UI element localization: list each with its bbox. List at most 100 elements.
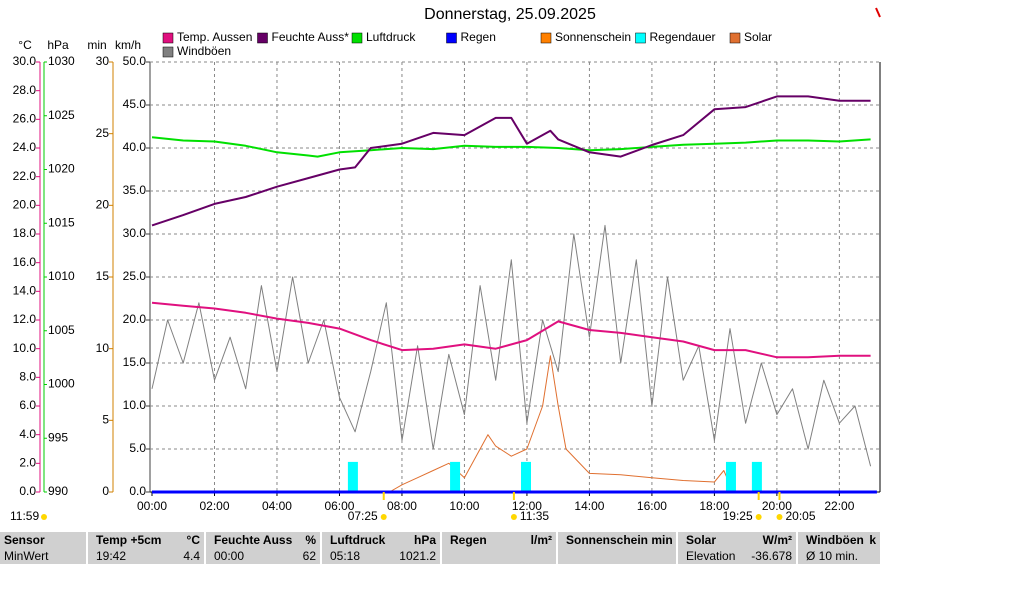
y-axis-title: hPa [47,38,69,52]
table-cell: Feuchte Auss% [206,532,320,548]
table-cell: Solar W/m² [678,532,796,548]
legend-label: Regen [461,30,496,44]
table-cell: Ø 10 min. [798,548,880,564]
table-text: 4.4 [183,549,200,563]
y-tick-label: 15.0 [123,355,147,369]
series-line [151,95,871,227]
legend-swatch [635,32,646,44]
legend-label: Windböen [177,44,231,58]
y-axis-title: °C [18,38,32,52]
table-text: Windböen [806,533,864,547]
sun-icon [510,514,517,520]
legend-label: Sonnenschein [555,30,631,44]
y-tick-label: 8.0 [19,370,36,384]
y-tick-label: 20.0 [13,198,37,212]
y-tick-label: 50.0 [123,54,147,68]
x-tick-label: 08:00 [387,499,417,513]
y-tick-label: 990 [48,484,68,498]
x-tick-label: 10:00 [449,499,479,513]
table-cell: 19:42 4.4 [88,548,204,564]
table-text: -36.678 [751,549,792,563]
rain-duration-bar [450,461,461,492]
y-tick-label: 22.0 [13,169,37,183]
table-cell: Sensor [0,532,86,548]
y-tick-label: 40.0 [123,140,147,154]
legend-swatch [446,32,457,44]
summary-table: Sensor Temp +5cm °C Feuchte Auss% Luftdruck h… [0,530,880,564]
y-tick-label: 45.0 [123,97,147,111]
y-tick-label: 16.0 [13,255,37,269]
sun-icon [776,514,783,520]
table-text: Solar [686,533,717,547]
table-text: Feuchte Auss [214,533,293,547]
chart-title: Donnerstag, 25.09.2025 [424,6,596,23]
table-text: Temp +5cm [96,533,162,547]
y-tick-label: 20.0 [123,312,147,326]
y-tick-label: 26.0 [13,112,37,126]
y-tick-label: 25.0 [123,269,147,283]
x-tick-label: 02:00 [199,499,229,513]
legend-swatch [162,32,174,44]
y-tick-label: 30 [96,54,110,68]
y-tick-label: 1010 [48,269,75,283]
status-mark [875,7,881,18]
y-tick-label: 25 [96,126,110,140]
table-cell: 00:00 62 [206,548,320,564]
x-tick-label: 22:00 [824,499,854,513]
rain-duration-bar [725,461,736,492]
table-cell [558,548,676,564]
series-line [151,136,871,158]
y-tick-label: 5 [102,413,109,427]
y-tick-label: 1030 [48,54,75,68]
series-line [151,224,872,467]
series-line [152,355,871,493]
rain-duration-bar [520,461,531,492]
y-tick-label: 1015 [48,215,75,229]
legend-swatch [540,32,552,44]
table-cell: Elevation -36.678 [678,548,796,564]
x-tick-label: 20:00 [762,499,792,513]
table-text: Sonnenschein min [566,533,673,547]
series-line [151,301,871,359]
x-tick-label: 06:00 [324,499,354,513]
y-tick-label: 28.0 [13,83,37,97]
sun-time: 20:05 [785,509,815,523]
table-text: 19:42 [96,549,127,563]
table-text: 05:18 [330,549,361,563]
x-tick-label: 16:00 [637,499,667,513]
legend-label: Temp. Aussen [177,30,252,44]
legend-swatch [729,32,741,44]
table-cell: MinWert [0,548,86,564]
y-tick-label: 35.0 [123,183,147,197]
table-cell [442,548,556,564]
legend-swatch [257,32,268,44]
table-text: % [305,533,316,547]
y-tick-label: 4.0 [19,427,36,441]
y-tick-label: 0 [102,484,109,498]
y-axis-title: km/h [115,38,141,52]
sun-icon [380,514,387,520]
x-tick-label: 00:00 [137,499,167,513]
x-tick-label: 18:00 [699,499,729,513]
table-text: 00:00 [214,549,245,563]
y-tick-label: 0.0 [129,484,146,498]
y-tick-label: 1025 [48,108,75,122]
y-tick-label: 30.0 [13,54,37,68]
table-text: Regen [450,533,487,547]
table-text: °C [186,533,200,547]
x-tick-label: 14:00 [574,499,604,513]
table-cell: Regen l/m² [442,532,556,548]
table-text: k [869,533,876,547]
y-tick-label: 6.0 [19,398,36,412]
table-text: Elevation [686,549,736,563]
legend-swatch [162,46,174,58]
y-tick-label: 15 [96,269,110,283]
y-tick-label: 24.0 [13,140,37,154]
y-tick-label: 10.0 [123,398,147,412]
table-text: hPa [413,533,436,547]
sun-icon [755,514,762,520]
y-tick-label: 30.0 [123,226,147,240]
table-cell: Luftdruck hPa [322,532,440,548]
